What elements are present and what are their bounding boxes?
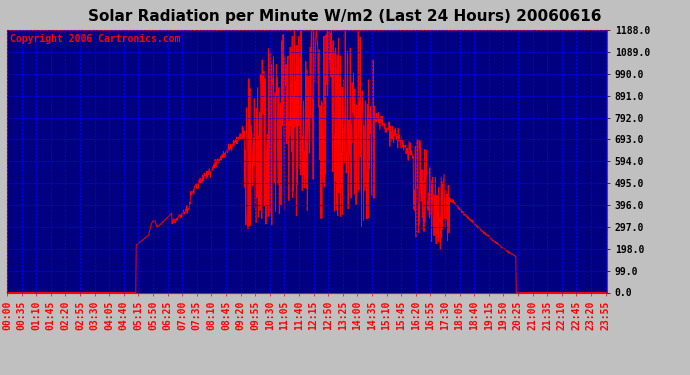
Text: Copyright 2006 Cartronics.com: Copyright 2006 Cartronics.com <box>10 34 180 44</box>
Text: Solar Radiation per Minute W/m2 (Last 24 Hours) 20060616: Solar Radiation per Minute W/m2 (Last 24… <box>88 9 602 24</box>
